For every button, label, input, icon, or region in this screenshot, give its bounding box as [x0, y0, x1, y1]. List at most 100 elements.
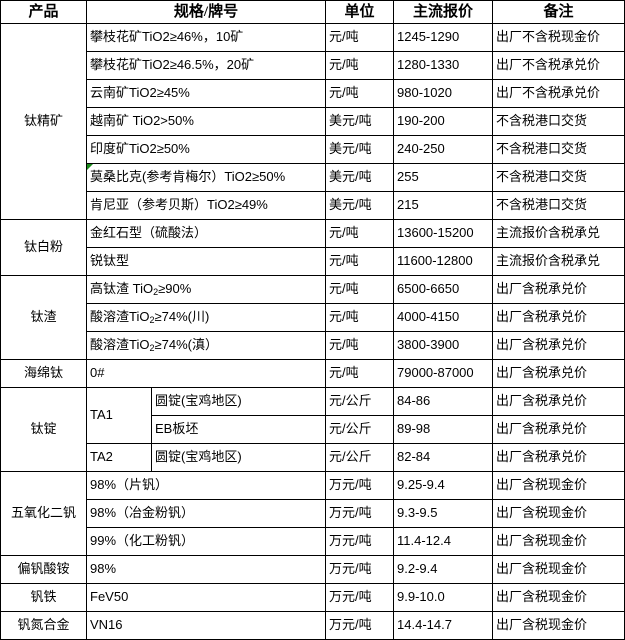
table-row: 钛锭 TA1 圆锭(宝鸡地区) 元/公斤 84-86 出厂含税承兑价 — [0, 387, 625, 472]
cell-spec-text: EB板坯 — [155, 421, 199, 437]
cell-product-text: 钒氮合金 — [17, 617, 70, 633]
cell-product-text: 钛渣 — [30, 309, 57, 325]
cell-remark-text: 出厂含税现金价 — [496, 617, 588, 633]
table-body: 钛精矿 攀枝花矿TiO2≥46%，10矿 元/吨 1245-1290 出厂不含税现金价攀… — [0, 23, 625, 640]
cell-price: 79000-87000 — [393, 359, 494, 388]
cell-price: 9.9-10.0 — [393, 583, 494, 612]
cell-spec: 98% — [85, 555, 327, 584]
cell-product: 钒氮合金 — [0, 611, 87, 640]
cell-unit: 元/公斤 — [325, 443, 395, 472]
cell-unit-text: 美元/吨 — [329, 197, 372, 213]
cell-spec-text: 越南矿 TiO2>50% — [90, 113, 194, 129]
table-row: 98%（冶金粉钒） 万元/吨 9.3-9.5 出厂含税现金价 — [1, 499, 625, 528]
cell-spec: 金红石型（硫酸法） — [85, 219, 327, 248]
table-row: 云南矿TiO2≥45% 元/吨 980-1020 出厂不含税承兑价 — [1, 79, 625, 108]
cell-remark: 出厂含税承兑价 — [492, 275, 625, 304]
cell-remark: 出厂含税承兑价 — [492, 303, 625, 332]
cell-price: 84-86 — [393, 387, 494, 416]
table-row: 酸溶渣TiO2≥74%(川) 元/吨 4000-4150 出厂含税承兑价 — [1, 303, 625, 332]
cell-spec: 攀枝花矿TiO2≥46%，10矿 — [85, 23, 327, 52]
cell-remark-text: 出厂含税承兑价 — [496, 449, 588, 465]
cell-price-text: 4000-4150 — [397, 309, 460, 325]
cell-remark: 出厂含税承兑价 — [492, 415, 625, 444]
cell-spec-text: 圆锭(宝鸡地区) — [155, 449, 242, 465]
cell-spec: FeV50 — [85, 583, 327, 612]
cell-remark-text: 主流报价含税承兑 — [496, 225, 601, 241]
cell-spec-text: 云南矿TiO2≥45% — [90, 85, 190, 101]
cell-spec-text: VN16 — [90, 617, 123, 633]
table-row: 印度矿TiO2≥50% 美元/吨 240-250 不含税港口交货 — [1, 135, 625, 164]
cell-unit: 元/公斤 — [325, 387, 395, 416]
cell-remark: 主流报价含税承兑 — [492, 247, 625, 276]
cell-unit-text: 万元/吨 — [329, 589, 372, 605]
cell-spec-text: 锐钛型 — [90, 253, 130, 269]
cell-remark-text: 不含税港口交货 — [496, 113, 588, 129]
cell-price-text: 1280-1330 — [397, 57, 460, 73]
cell-spec-text: 攀枝花矿TiO2≥46.5%，20矿 — [90, 57, 255, 73]
cell-price-text: 6500-6650 — [397, 281, 460, 297]
cell-unit: 万元/吨 — [325, 611, 395, 640]
cell-remark: 不含税港口交货 — [492, 163, 625, 192]
cell-product: 钛白粉 — [0, 219, 87, 276]
table-row: 海绵钛 0# 元/吨 79000-87000 出厂含税承兑价 — [0, 359, 625, 388]
cell-price: 9.2-9.4 — [393, 555, 494, 584]
cell-price-text: 1245-1290 — [397, 29, 460, 45]
cell-remark-text: 出厂含税现金价 — [496, 533, 588, 549]
cell-remark: 不含税港口交货 — [492, 135, 625, 164]
cell-remark-text: 出厂含税承兑价 — [496, 421, 588, 437]
cell-unit-text: 万元/吨 — [329, 505, 372, 521]
cell-remark-text: 出厂不含税承兑价 — [496, 85, 601, 101]
cell-unit: 万元/吨 — [325, 527, 395, 556]
cell-grade: TA1 — [86, 387, 152, 444]
cell-product-text: 钛白粉 — [23, 239, 63, 255]
cell-spec: 98%（冶金粉钒） — [85, 499, 327, 528]
cell-price: 1245-1290 — [393, 23, 494, 52]
table-row: 钒铁 FeV50 万元/吨 9.9-10.0 出厂含税现金价 — [0, 583, 625, 612]
cell-spec: 云南矿TiO2≥45% — [85, 79, 327, 108]
table-header: 产品 规格/牌号 单位 主流报价 备注 — [0, 0, 625, 24]
cell-unit: 元/吨 — [325, 275, 395, 304]
cell-unit-text: 万元/吨 — [329, 617, 372, 633]
cell-unit: 万元/吨 — [325, 499, 395, 528]
cell-unit: 美元/吨 — [325, 107, 395, 136]
cell-price: 9.3-9.5 — [393, 499, 494, 528]
cell-price-text: 89-98 — [397, 421, 431, 437]
table-row: 钛白粉 金红石型（硫酸法） 元/吨 13600-15200 主流报价含税承兑 — [0, 219, 625, 276]
cell-unit-text: 元/吨 — [329, 309, 359, 325]
cell-spec-text: 莫桑比克(参考肯梅尔）TiO2≥50% — [90, 169, 286, 185]
column-header-remark: 备注 — [492, 0, 625, 24]
cell-price-text: 215 — [397, 197, 419, 213]
cell-price: 9.25-9.4 — [393, 471, 494, 500]
cell-spec-text: 98%（冶金粉钒） — [90, 505, 195, 521]
cell-price: 240-250 — [393, 135, 494, 164]
cell-price-text: 240-250 — [397, 141, 445, 157]
cell-unit-text: 美元/吨 — [329, 141, 372, 157]
cell-remark-text: 出厂含税现金价 — [496, 505, 588, 521]
cell-spec: 莫桑比克(参考肯梅尔）TiO2≥50% — [85, 163, 327, 192]
cell-remark: 出厂不含税承兑价 — [492, 79, 625, 108]
table-row: 攀枝花矿TiO2≥46.5%，20矿 元/吨 1280-1330 出厂不含税承兑价 — [1, 51, 625, 80]
cell-spec: 越南矿 TiO2>50% — [85, 107, 327, 136]
cell-remark: 出厂含税现金价 — [492, 471, 625, 500]
cell-unit-text: 元/吨 — [329, 365, 359, 381]
column-header-unit: 单位 — [325, 0, 395, 24]
cell-remark-text: 不含税港口交货 — [496, 141, 588, 157]
cell-remark: 出厂含税承兑价 — [492, 359, 625, 388]
cell-unit: 万元/吨 — [325, 583, 395, 612]
cell-product-text: 钛锭 — [30, 421, 57, 437]
cell-remark-text: 出厂不含税承兑价 — [496, 57, 601, 73]
cell-remark-text: 出厂含税现金价 — [496, 477, 588, 493]
table-row: 锐钛型 元/吨 11600-12800 主流报价含税承兑 — [1, 247, 625, 276]
cell-product-text: 偏钒酸铵 — [17, 561, 70, 577]
cell-spec: 肯尼亚（参考贝斯）TiO2≥49% — [85, 191, 327, 220]
cell-product: 偏钒酸铵 — [0, 555, 87, 584]
column-header-product: 产品 — [0, 0, 87, 24]
cell-remark: 出厂含税承兑价 — [492, 331, 625, 360]
cell-unit-text: 美元/吨 — [329, 169, 372, 185]
cell-remark: 不含税港口交货 — [492, 107, 625, 136]
cell-price: 3800-3900 — [393, 331, 494, 360]
table-row: 钛精矿 攀枝花矿TiO2≥46%，10矿 元/吨 1245-1290 出厂不含税现金价 — [0, 23, 625, 220]
cell-unit: 元/吨 — [325, 219, 395, 248]
cell-remark: 出厂含税承兑价 — [492, 387, 625, 416]
cell-spec-text: 98%（片钒） — [90, 477, 169, 493]
